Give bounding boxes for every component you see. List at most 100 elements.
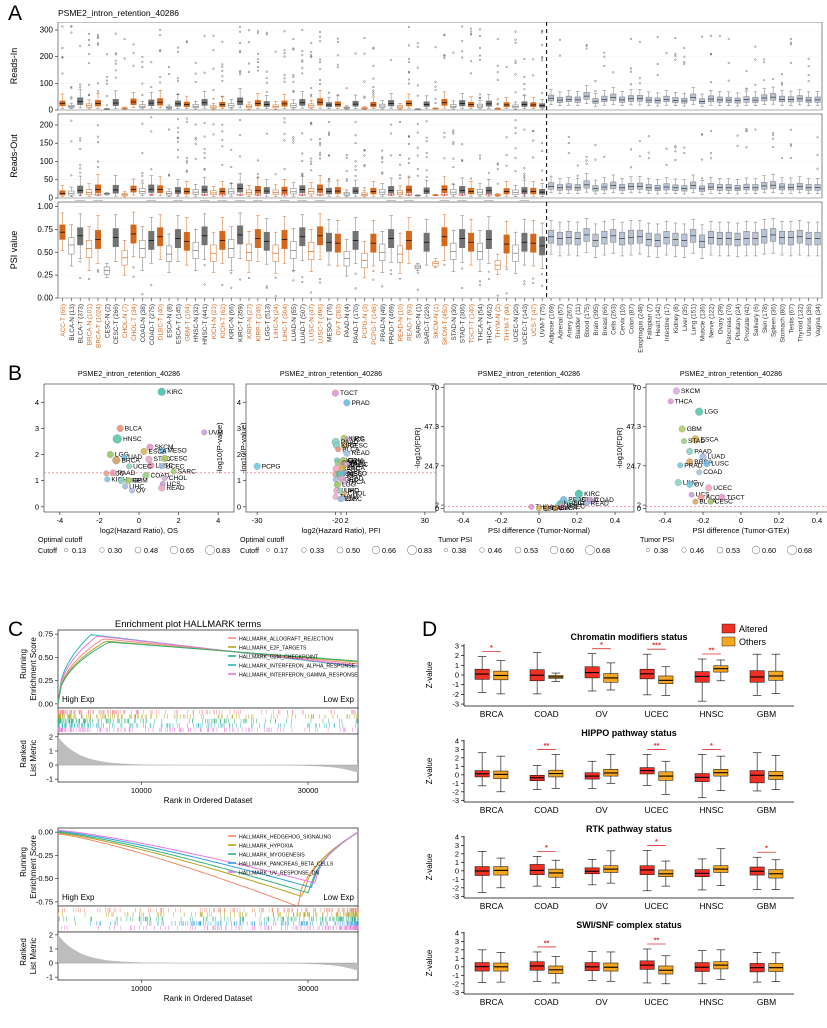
legend-size-marker [169, 545, 179, 555]
boxplot-gtex [681, 47, 688, 107]
x-tick-label: TGCT-T (140) [469, 304, 476, 344]
boxplot [219, 217, 226, 286]
y-tick: 200 [40, 52, 54, 61]
boxplot [423, 219, 430, 266]
gsea-plot-0: Enrichment plot HALLMARK terms 0.00 0.25 0.… [19, 619, 359, 805]
x-tick-label: Breast (66) [602, 304, 609, 336]
x-tick: -30 [252, 516, 263, 525]
panel-a: A PSME2_intron_retention_40286 0 100 200 30… [0, 0, 827, 370]
legend-value: 0.33 [310, 546, 324, 555]
boxplot [219, 123, 226, 197]
x-tick-label: Thyroid (132) [797, 304, 804, 342]
x-tick-label: Cells (263) [611, 304, 618, 335]
legend-value: 0.38 [654, 546, 668, 555]
x-tick: -0.4 [457, 516, 470, 525]
volcano-point-label: LUSC [344, 496, 362, 503]
boxplot [450, 230, 457, 272]
x-tick-label: HNSC [699, 901, 723, 911]
x-tick-label: OV [595, 805, 608, 815]
volcano-point [686, 458, 694, 466]
x-tick-label: HNSC [699, 805, 723, 815]
legend-size-marker [99, 547, 105, 553]
volcano-point-label: UCEC [566, 503, 585, 510]
volcano-point-label: LGG [115, 452, 129, 459]
x-tick-label: ACC-T (66) [60, 304, 67, 337]
boxplot [658, 860, 674, 887]
x-tick: -0.2 [495, 516, 508, 525]
boxplot [112, 214, 119, 262]
y-tick: 1 [237, 476, 241, 485]
y-tick: 47.3 [626, 422, 641, 431]
volcano-point [103, 470, 110, 477]
volcano-point-label: KIRP [341, 442, 357, 449]
boxplot-gtex [743, 128, 750, 194]
y-tick: -0.25 [36, 851, 53, 860]
boxplot [166, 66, 173, 110]
boxplot [157, 214, 164, 260]
y-tick: 2 [455, 945, 459, 954]
x-tick: 30 [421, 516, 429, 525]
y-axis-label: Running [19, 847, 28, 877]
boxplot [237, 212, 244, 281]
x-tick-label: GBM-T (164) [184, 304, 191, 341]
legend-size-marker [266, 548, 270, 552]
x-tick-label: Esophagus (248) [637, 304, 644, 353]
boxplot [317, 213, 324, 284]
legend-size-marker [514, 546, 522, 554]
legend-size-marker [716, 546, 724, 554]
volcano-point-label: PRAD [351, 400, 370, 407]
volcano-point [170, 468, 177, 475]
gsea-legend-label: HALLMARK_G2M_CHECKPOINT [239, 655, 319, 661]
x-tick-label: MESO-T (76) [326, 304, 333, 342]
x-tick: 30000 [298, 984, 319, 993]
y-tick: 0.50 [38, 653, 53, 662]
boxplot [343, 153, 350, 198]
x-tick-label: THCA-N (54) [477, 304, 484, 341]
sig-mark: ** [654, 741, 660, 750]
x-tick-label: Pituitary (24) [735, 304, 742, 340]
y-tick: 0.25 [38, 676, 53, 685]
boxplot [548, 754, 564, 789]
boxplot [343, 239, 350, 277]
y-tick: 0 [637, 504, 641, 513]
volcano-point-label: KICH [562, 502, 578, 509]
x-tick: -4 [56, 516, 63, 525]
x-tick: 2 [176, 516, 180, 525]
high-exp-note: High Exp [62, 893, 95, 902]
boxplot [397, 232, 404, 280]
boxplot [192, 229, 199, 271]
x-tick-label: BLCA-N (13) [69, 304, 76, 341]
volcano-point-label: ESCA [701, 436, 720, 443]
boxplot-gtex [752, 45, 759, 106]
boxplot [94, 215, 101, 273]
boxplot [281, 117, 288, 197]
volcano-point-label: READ [591, 500, 610, 507]
volcano-point [697, 493, 705, 501]
boxplot [493, 660, 509, 695]
sig-mark: * [177, 193, 180, 200]
boxplot-gtex [610, 174, 617, 193]
boxplot [749, 856, 765, 890]
boxplot [503, 136, 510, 197]
y-axis-label: -log10(P-value) [239, 422, 248, 474]
x-tick-label: CHOL-T (34) [131, 304, 138, 341]
volcano-point [553, 505, 559, 511]
x-tick-label: UCS-T (47) [531, 304, 538, 337]
boxplot [658, 760, 674, 795]
boxplot-gtex [707, 220, 714, 256]
volcano-point-label: KIRC [167, 389, 183, 396]
y-axis-label: List Metric [29, 740, 38, 776]
legend-value: 0.53 [524, 546, 538, 555]
volcano-point [667, 398, 674, 405]
volcano-point [157, 387, 166, 396]
boxplot [352, 121, 359, 197]
chart-title: RTK pathway status [586, 824, 672, 834]
boxplot [139, 226, 146, 296]
boxplot [139, 122, 146, 197]
boxplot-gtex [814, 136, 821, 194]
boxplot [423, 120, 430, 197]
boxplot-gtex [814, 91, 821, 106]
boxplot [263, 218, 270, 289]
x-axis-label: log2(Hazard Ratio), OS [100, 526, 178, 535]
